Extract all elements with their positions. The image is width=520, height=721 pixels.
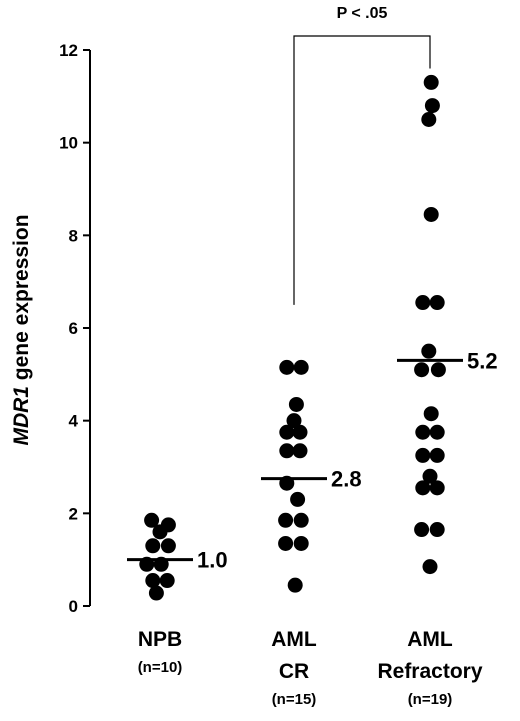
- category-label: AML: [407, 628, 453, 651]
- data-point: [145, 538, 161, 554]
- data-point: [415, 480, 431, 496]
- data-point: [429, 447, 445, 463]
- y-tick-label: 2: [69, 504, 78, 523]
- median-label: 5.2: [467, 348, 498, 373]
- data-point: [279, 443, 295, 459]
- y-tick-label: 4: [69, 412, 79, 431]
- median-label: 1.0: [197, 548, 228, 573]
- median-label: 2.8: [331, 467, 362, 492]
- data-point: [423, 406, 439, 422]
- data-point: [429, 522, 445, 538]
- data-point: [144, 512, 160, 528]
- data-point: [145, 573, 161, 589]
- y-axis-label-rest: gene expression: [10, 214, 33, 386]
- data-point: [421, 112, 437, 127]
- y-ticks: 0 2 4 6 8 10 12: [59, 41, 90, 616]
- data-point: [286, 413, 302, 429]
- data-point: [429, 424, 445, 440]
- category-label: NPB: [138, 628, 182, 651]
- significance-bracket-line: [293, 35, 431, 305]
- category-n-label: (n=10): [138, 659, 183, 676]
- data-point: [414, 362, 430, 378]
- data-point: [415, 424, 431, 440]
- y-tick-label: 0: [69, 597, 78, 616]
- category-n-label: (n=15): [272, 691, 317, 708]
- data-point: [159, 573, 175, 589]
- category-label: CR: [279, 660, 309, 683]
- data-point: [160, 538, 176, 554]
- data-point: [148, 585, 164, 601]
- data-point: [278, 535, 294, 551]
- y-axis-label: MDR1 gene expression: [10, 214, 33, 445]
- medians-layer: 1.0 2.8 5.2: [127, 348, 498, 573]
- y-tick-label: 10: [59, 134, 78, 153]
- data-point: [279, 359, 295, 375]
- y-tick-label: 6: [69, 319, 78, 338]
- data-point: [429, 480, 445, 496]
- data-point: [292, 424, 308, 440]
- data-point: [293, 512, 309, 528]
- data-point: [290, 491, 306, 507]
- data-point: [292, 443, 308, 459]
- points-layer: [139, 74, 446, 601]
- category-label: AML: [271, 628, 317, 651]
- significance-label: P < .05: [337, 5, 388, 22]
- data-point: [415, 447, 431, 463]
- data-point: [423, 74, 439, 90]
- data-point: [415, 295, 431, 311]
- data-point: [430, 362, 446, 378]
- y-tick-label: 12: [59, 41, 78, 60]
- data-point: [152, 524, 168, 540]
- data-point: [287, 577, 303, 593]
- data-point: [429, 295, 445, 311]
- category-label: Refractory: [377, 660, 482, 683]
- y-tick-label: 8: [69, 226, 78, 245]
- y-axis-label-italic: MDR1: [10, 386, 33, 446]
- categories-layer: NPB (n=10) AML CR (n=15) AML Refractory (n=19): [138, 628, 483, 708]
- data-point: [278, 512, 294, 528]
- category-n-label: (n=19): [408, 691, 453, 708]
- data-point: [421, 343, 437, 359]
- data-point: [422, 559, 438, 575]
- data-point: [288, 396, 304, 412]
- data-point: [293, 359, 309, 375]
- significance-bracket: P < .05: [293, 5, 431, 305]
- data-point: [414, 522, 430, 538]
- data-point: [279, 424, 295, 440]
- data-point: [424, 98, 440, 114]
- data-point: [293, 535, 309, 551]
- data-point: [423, 206, 439, 222]
- data-point: [422, 468, 438, 484]
